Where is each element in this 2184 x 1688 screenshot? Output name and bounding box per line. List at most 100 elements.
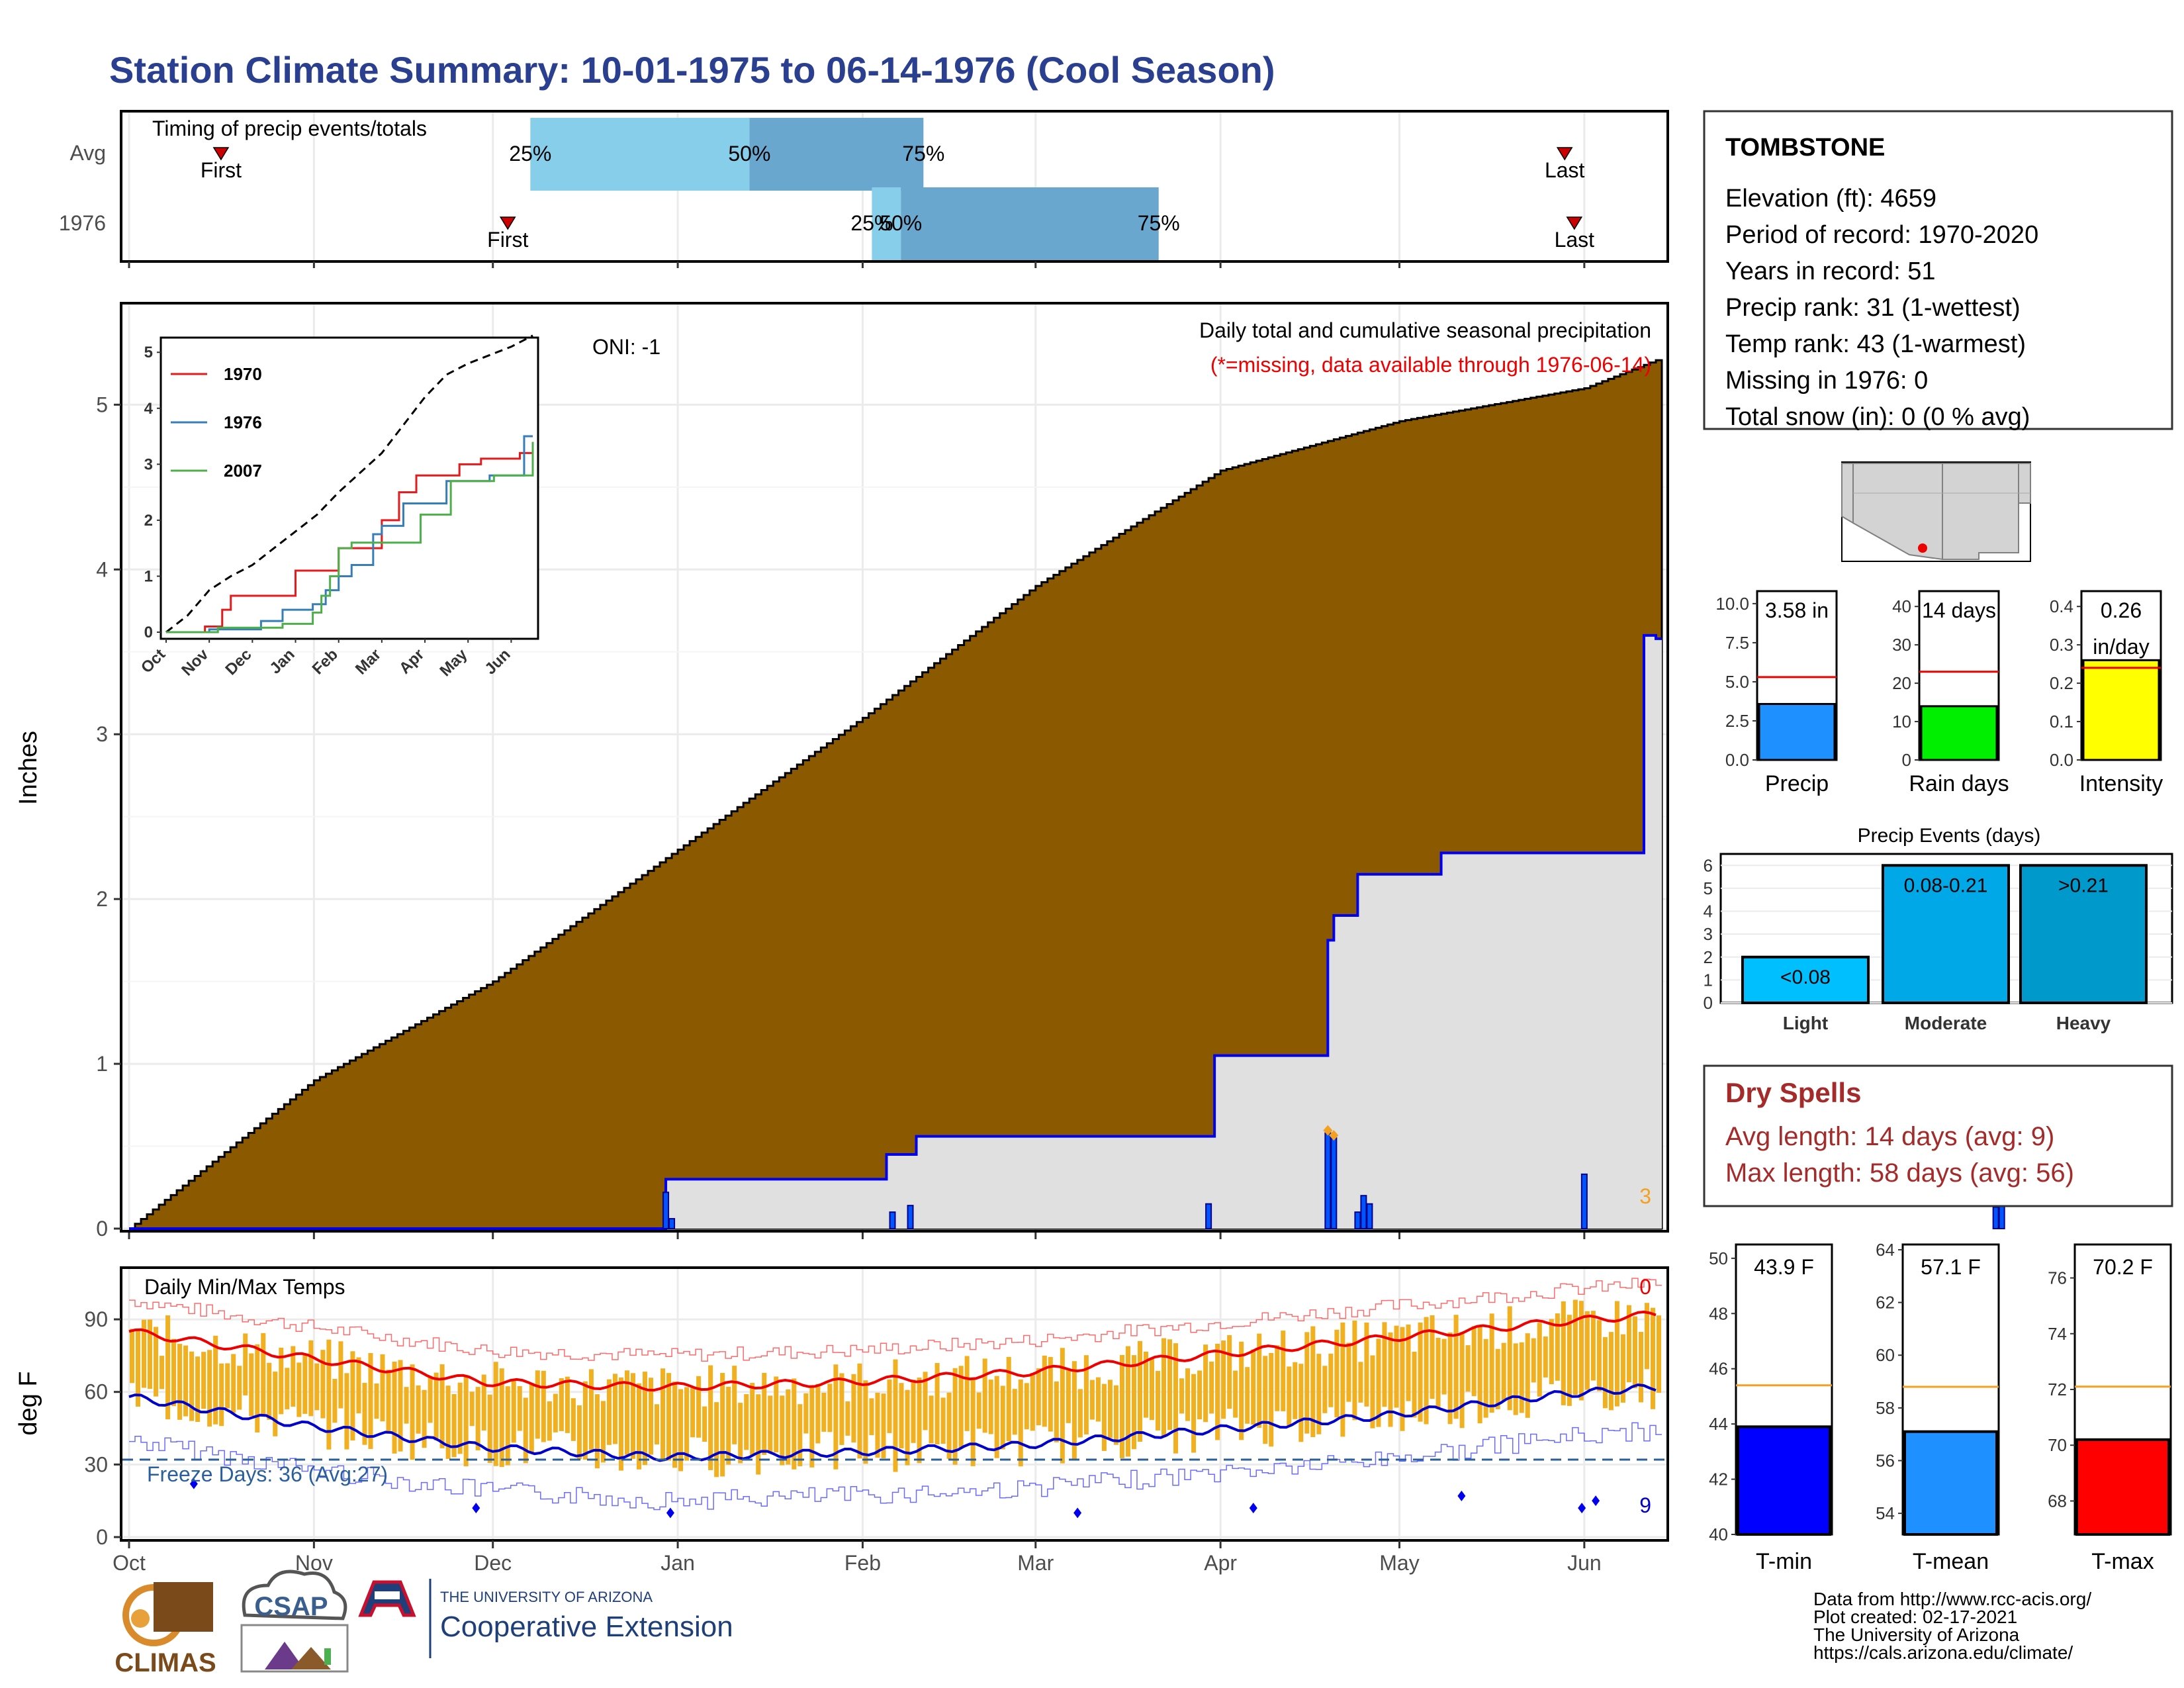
precip-ylabel: Inches xyxy=(15,731,42,805)
daily-temp-bar xyxy=(1477,1325,1482,1424)
daily-temp-bar xyxy=(1596,1320,1602,1391)
climas-logo: CLIMAS xyxy=(114,1582,216,1677)
daily-temp-bar xyxy=(243,1333,248,1395)
main-ytick-label: 4 xyxy=(96,557,108,581)
daily-temp-bar xyxy=(344,1373,349,1450)
temp-summary-ytick-label: 60 xyxy=(1876,1345,1895,1365)
daily-temp-bar xyxy=(1077,1389,1083,1438)
pct-50-label: 50% xyxy=(880,211,922,235)
daily-temp-bar xyxy=(398,1360,403,1452)
daily-temp-bar xyxy=(541,1370,546,1442)
record-high-line xyxy=(129,1278,1662,1362)
timing-bar-25-50 xyxy=(872,187,901,260)
record-low-marker xyxy=(1073,1507,1082,1519)
daily-temp-bar xyxy=(356,1357,361,1414)
daily-temp-bar xyxy=(911,1380,916,1443)
daily-temp-bar xyxy=(756,1394,761,1475)
daily-temp-bar xyxy=(1334,1329,1340,1418)
pct-25-label: 25% xyxy=(850,211,893,235)
inset-legend-label: 2007 xyxy=(224,461,262,481)
main-ytick-label: 5 xyxy=(96,393,108,416)
events-title: Precip Events (days) xyxy=(1858,825,2041,847)
footer-line-1: Data from http://www.rcc-acis.org/ xyxy=(1813,1589,2091,1609)
daily-temp-bar xyxy=(720,1373,725,1477)
daily-temp-bar xyxy=(1543,1336,1548,1378)
daily-temp-bar xyxy=(1638,1332,1643,1403)
temp-summary-value-label: 57.1 F xyxy=(1921,1255,1981,1279)
station-line-missing: Missing in 1976: 0 xyxy=(1725,367,1928,395)
daily-temp-bar xyxy=(809,1385,815,1468)
daily-temp-bar xyxy=(529,1383,534,1454)
temp-summary-category-label: T-max xyxy=(2091,1549,2154,1574)
daily-temp-bar xyxy=(1239,1341,1244,1440)
daily-temp-bar xyxy=(1584,1311,1590,1390)
daily-temp-bar xyxy=(869,1398,874,1436)
daily-temp-bar xyxy=(1083,1355,1089,1434)
daily-temp-bar xyxy=(982,1358,987,1433)
dry-spells-avg: Avg length: 14 days (avg: 9) xyxy=(1725,1122,2054,1151)
temp-summary-ytick-label: 46 xyxy=(1709,1359,1728,1379)
temp-summary-value-label: 70.2 F xyxy=(2093,1255,2153,1279)
daily-temp-bar xyxy=(1066,1370,1071,1423)
daily-temp-bar xyxy=(1018,1379,1023,1467)
summary-value-label: 14 days xyxy=(1922,598,1996,622)
temp-summary-ytick-label: 70 xyxy=(2048,1435,2067,1455)
daily-temp-bar xyxy=(1435,1337,1441,1408)
temp-summary-bars: 40 42 44 46 48 50 43.9 F T-min 54 56 58 60 62 64 57.1 … xyxy=(1709,1240,2172,1574)
daily-precip-bar xyxy=(1366,1203,1373,1230)
events-category-label: Moderate xyxy=(1905,1013,1987,1033)
daily-temp-bar xyxy=(576,1405,582,1460)
daily-temp-bar xyxy=(183,1345,189,1417)
station-name: TOMBSTONE xyxy=(1725,134,1885,162)
inset-ytick-label: 4 xyxy=(144,400,154,418)
temp-summary-ytick-label: 42 xyxy=(1709,1470,1728,1489)
daily-temp-bar xyxy=(511,1379,516,1443)
daily-temp-bar xyxy=(1089,1380,1095,1420)
daily-temp-bar xyxy=(1167,1339,1173,1430)
daily-temp-bar xyxy=(1412,1352,1417,1418)
daily-temp-bar xyxy=(929,1395,934,1444)
daily-temp-bar xyxy=(774,1376,779,1453)
daily-temp-bar xyxy=(594,1394,600,1469)
daily-temp-bar xyxy=(1113,1385,1118,1445)
inset-ytick-label: 1 xyxy=(144,567,153,585)
daily-temp-bar xyxy=(1346,1342,1351,1402)
pct-75-label: 75% xyxy=(1138,211,1180,235)
daily-temp-bar xyxy=(1101,1383,1107,1451)
month-label: Jun xyxy=(1567,1551,1602,1575)
daily-temp-bar xyxy=(792,1378,797,1470)
month-label: Feb xyxy=(844,1551,881,1575)
record-low-marker xyxy=(189,1478,198,1489)
events-ytick-label: 2 xyxy=(1704,947,1713,967)
timing-bar-50-75 xyxy=(749,118,924,191)
daily-temp-bar xyxy=(780,1395,785,1466)
location-map xyxy=(1841,461,2031,562)
temp-summary-ytick-label: 62 xyxy=(1876,1293,1895,1313)
summary-ytick-label: 0.3 xyxy=(2050,635,2073,655)
daily-temp-bar xyxy=(338,1341,343,1409)
dry-spells: Dry Spells Avg length: 14 days (avg: 9) … xyxy=(1703,1064,2173,1207)
daily-temp-bar xyxy=(624,1370,629,1455)
daily-temp-bar xyxy=(678,1389,684,1472)
precip-events-chart: Precip Events (days) 0 1 2 3 4 5 6 <0.08 Light 0.… xyxy=(1704,825,2173,1033)
daily-temp-bar xyxy=(821,1392,827,1432)
ua-logo: THE UNIVERSITY OF ARIZONA Cooperative Ex… xyxy=(358,1579,733,1658)
freeze-days: Freeze Days: 36 (Avg:27) xyxy=(147,1462,388,1486)
inset-legend-label: 1976 xyxy=(224,412,262,432)
inset-ytick-label: 5 xyxy=(144,344,153,361)
daily-temp-bar xyxy=(946,1392,952,1459)
summary-category-label: Intensity xyxy=(2079,771,2163,796)
timing-row-year: 1976 xyxy=(59,211,106,235)
daily-temp-bar xyxy=(481,1374,486,1431)
daily-temp-bar xyxy=(1263,1356,1268,1444)
daily-temp-bar xyxy=(225,1363,230,1409)
daily-temp-bar xyxy=(368,1353,373,1449)
daily-temp-bar xyxy=(1227,1335,1232,1409)
temp-ytick-label: 30 xyxy=(84,1452,108,1476)
month-label: Apr xyxy=(1204,1551,1237,1575)
daily-temp-bar xyxy=(1501,1342,1506,1401)
daily-temp-bar xyxy=(1215,1343,1220,1440)
daily-temp-bar xyxy=(1376,1338,1381,1427)
daily-temp-bar xyxy=(219,1363,224,1427)
